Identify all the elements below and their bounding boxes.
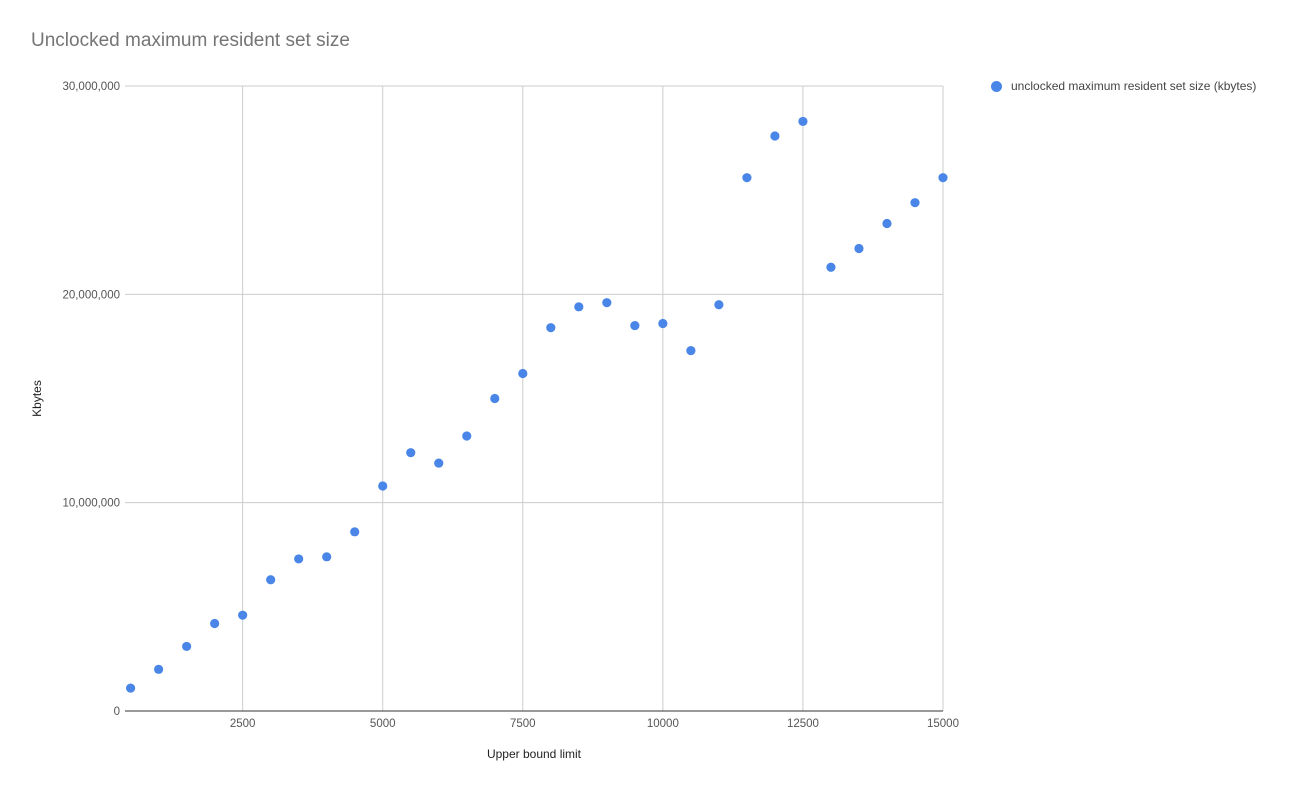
- data-point: [182, 642, 191, 651]
- data-point: [938, 173, 947, 182]
- data-point: [406, 448, 415, 457]
- y-tick-label: 30,000,000: [62, 81, 120, 93]
- data-point: [602, 298, 611, 307]
- data-point: [462, 431, 471, 440]
- data-point: [434, 458, 443, 467]
- data-point: [350, 527, 359, 536]
- x-tick-label: 7500: [510, 718, 536, 730]
- data-point: [490, 394, 499, 403]
- data-point: [154, 665, 163, 674]
- x-tick-label: 2500: [230, 718, 256, 730]
- tick-label-layer: 0 10,000,000 20,000,000 30,000,000 2500 5000 7…: [62, 81, 959, 730]
- data-point: [854, 244, 863, 253]
- y-tick-label: 0: [114, 706, 120, 718]
- data-point: [686, 346, 695, 355]
- data-point: [574, 302, 583, 311]
- x-tick-label: 5000: [370, 718, 396, 730]
- data-point: [882, 219, 891, 228]
- data-point: [546, 323, 555, 332]
- data-point: [378, 481, 387, 490]
- x-tick-label: 12500: [787, 718, 819, 730]
- legend-marker-icon: [991, 81, 1002, 92]
- data-point: [770, 131, 779, 140]
- data-point: [518, 369, 527, 378]
- data-point: [238, 611, 247, 620]
- data-point: [630, 321, 639, 330]
- y-tick-label: 20,000,000: [62, 289, 120, 301]
- data-point: [658, 319, 667, 328]
- data-point: [742, 173, 751, 182]
- x-axis-title: Upper bound limit: [487, 747, 582, 761]
- data-point: [126, 683, 135, 692]
- y-tick-label: 10,000,000: [62, 498, 120, 510]
- x-tick-label: 15000: [927, 718, 959, 730]
- y-axis-title: Kbytes: [30, 380, 44, 417]
- data-point: [826, 263, 835, 272]
- legend-label: unclocked maximum resident set size (kby…: [1011, 79, 1256, 93]
- data-point: [294, 554, 303, 563]
- data-point: [910, 198, 919, 207]
- data-point: [210, 619, 219, 628]
- data-point: [798, 117, 807, 126]
- data-point: [322, 552, 331, 561]
- data-point-layer: [126, 117, 948, 693]
- grid-layer: [125, 86, 943, 711]
- data-point: [714, 300, 723, 309]
- x-tick-label: 10000: [647, 718, 679, 730]
- data-point: [266, 575, 275, 584]
- legend: unclocked maximum resident set size (kby…: [991, 79, 1256, 93]
